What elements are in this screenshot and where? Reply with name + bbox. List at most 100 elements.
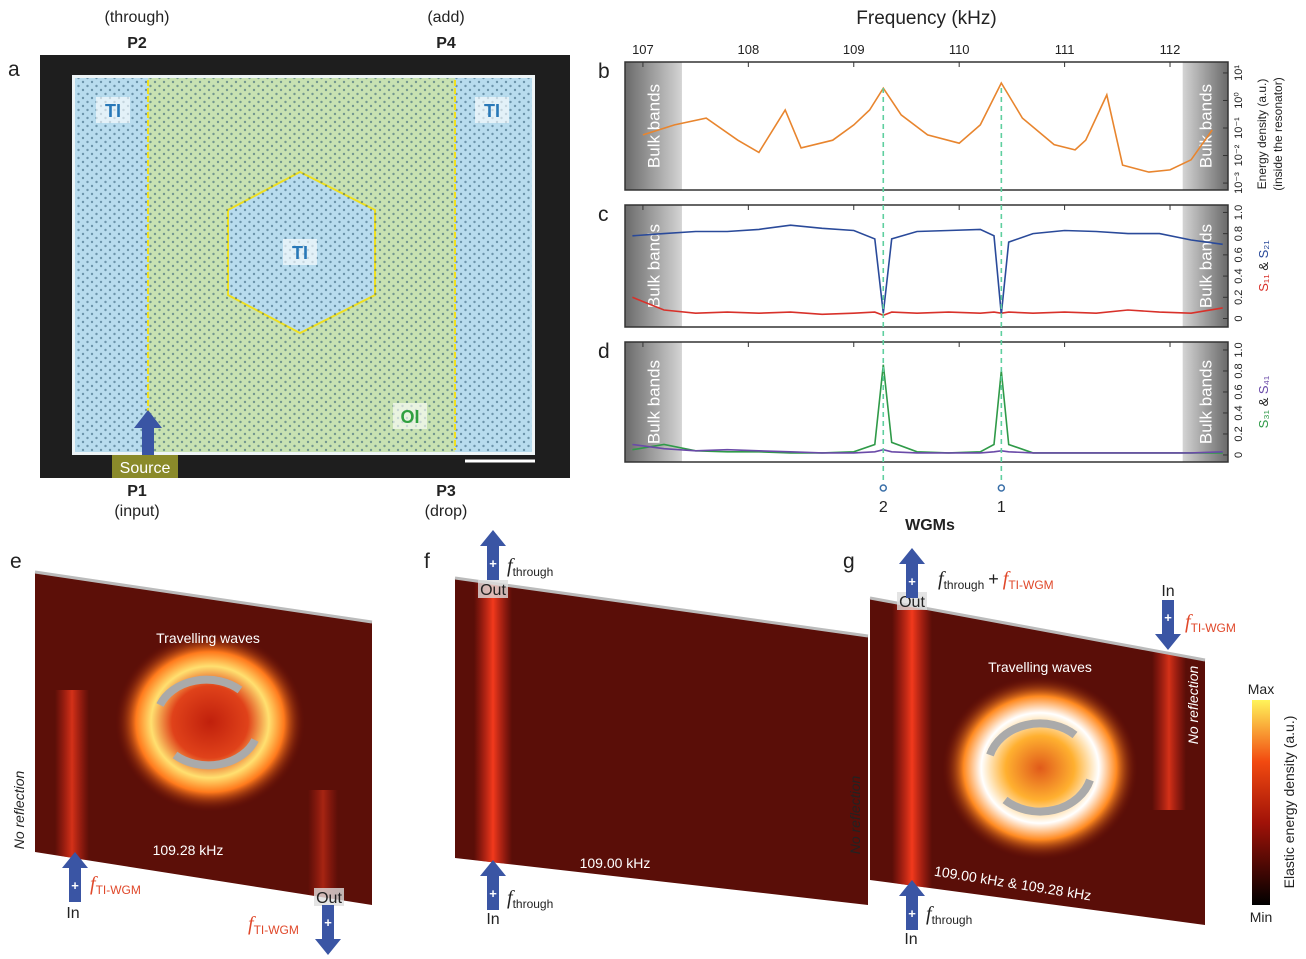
out-label: Out	[316, 890, 342, 907]
x-tick-label: 109	[843, 42, 865, 57]
edge-field	[474, 578, 512, 878]
caption: Travelling waves	[156, 630, 260, 646]
port-arrow	[899, 548, 925, 598]
panel-label: b	[598, 60, 610, 83]
no-reflection: No reflection	[11, 770, 27, 849]
y-tick-label: 10⁰	[1233, 92, 1245, 109]
region-label: TI	[105, 101, 121, 121]
port-name: P2	[127, 35, 147, 52]
legend-entry: S₂₁	[1256, 240, 1271, 259]
output-frequencies: fthrough+fTI-WGM	[938, 568, 1054, 592]
plot-area	[625, 62, 1228, 190]
y-tick-label: 10¹	[1233, 65, 1245, 81]
arrow-sign: +	[908, 574, 916, 589]
y-tick-label: 0.4	[1233, 268, 1245, 283]
panel-label: f	[424, 550, 430, 573]
y-tick-label: 10⁻¹	[1233, 117, 1245, 139]
plus: +	[988, 569, 999, 589]
y-tick-label: 0.8	[1233, 226, 1245, 241]
f-sub: through	[944, 578, 985, 592]
out-label: Out	[480, 582, 506, 599]
heatmap	[450, 570, 875, 910]
in-label: In	[66, 905, 79, 922]
plot-area	[625, 205, 1228, 327]
colorbar-max: Max	[1248, 681, 1274, 697]
legend-entry: S₁₁	[1256, 274, 1271, 292]
in-label: In	[1161, 583, 1174, 600]
port-arrow	[1155, 600, 1181, 650]
f-wgm: fTI-WGM	[248, 913, 299, 937]
f-sub: TI-WGM	[96, 883, 141, 897]
x-tick-label: 112	[1160, 42, 1181, 57]
region-label: TI	[484, 101, 500, 121]
in-label: In	[486, 911, 499, 928]
spectra: WGMs bBulk bandsBulk bands10⁻³10⁻²10⁻¹10…	[598, 8, 1285, 534]
wgm-field	[942, 676, 1138, 860]
x-tick-label: 108	[737, 42, 759, 57]
panel-label: c	[598, 203, 609, 226]
x-tick-label: 110	[949, 42, 970, 57]
y-tick-label: 0.8	[1233, 363, 1245, 378]
y-tick-label: 0	[1233, 452, 1245, 458]
no-reflection: No reflection	[847, 775, 863, 854]
y-tick-label: 0.2	[1233, 426, 1245, 441]
wgm-marker	[998, 485, 1004, 491]
port-role: (input)	[114, 503, 159, 520]
arrow-sign: +	[908, 906, 916, 921]
arrow-sign: +	[489, 556, 497, 571]
bulk-band-label: Bulk bands	[1196, 224, 1215, 308]
y-axis-title: S₃₁ & S₄₁	[1256, 375, 1271, 428]
region-label: TI	[292, 243, 308, 263]
port-arrow	[480, 530, 506, 580]
bulk-band-label: Bulk bands	[644, 84, 663, 168]
f-wgm: fTI-WGM	[90, 873, 141, 897]
f-wgm: fTI-WGM	[1185, 611, 1236, 635]
panel-label: e	[10, 550, 22, 573]
colorbar-min: Min	[1250, 909, 1273, 925]
region-label: OI	[400, 407, 419, 427]
port-name: P3	[436, 483, 456, 500]
port-role: (through)	[105, 9, 170, 26]
bulk-band-label: Bulk bands	[644, 224, 663, 308]
bulk-band-label: Bulk bands	[1196, 360, 1215, 444]
colorbar	[1252, 700, 1270, 905]
port-role: (add)	[427, 9, 464, 26]
edge-field	[892, 598, 932, 888]
f-sub: TI-WGM	[1008, 578, 1053, 592]
edge-field	[1152, 640, 1186, 810]
plot-area	[625, 342, 1228, 462]
panel-a: a TI TI TI OI Source (through) P2 (add) …	[8, 9, 570, 520]
y-tick-label: 10⁻²	[1233, 144, 1245, 166]
y-tick-label: 0	[1233, 315, 1245, 321]
x-tick-label: 107	[632, 42, 654, 57]
panel-label: g	[843, 550, 855, 573]
colorbar-label: Elastic energy density (a.u.)	[1281, 716, 1297, 889]
y-tick-label: 0.6	[1233, 247, 1245, 262]
in-label: In	[904, 931, 917, 948]
frequency-label: 109.28 kHz	[153, 842, 224, 858]
x-axis-title: Frequency (kHz)	[856, 8, 996, 29]
frequency-label: 109.00 kHz	[580, 855, 651, 871]
wgm-marker	[880, 485, 886, 491]
f-through: fthrough	[507, 555, 553, 579]
arrow-sign: +	[1164, 610, 1172, 625]
panel-label: d	[598, 340, 610, 363]
y-axis-title: S₁₁ & S₂₁	[1256, 240, 1271, 292]
bulk-band-label: Bulk bands	[1196, 84, 1215, 168]
port-arrow	[315, 905, 341, 955]
f-through: fthrough	[926, 903, 972, 927]
f-through: fthrough	[507, 887, 553, 911]
arrow-sign: +	[489, 886, 497, 901]
bulk-band-label: Bulk bands	[644, 360, 663, 444]
y-tick-label: 0.6	[1233, 384, 1245, 399]
f-sub: through	[932, 913, 973, 927]
arrow-sign: +	[71, 878, 79, 893]
no-reflection: No reflection	[1185, 665, 1201, 744]
y-tick-label: 1.0	[1233, 205, 1245, 220]
wgm-label: 2	[879, 499, 888, 516]
panel-label: a	[8, 58, 20, 81]
legend-entry: S₄₁	[1256, 375, 1271, 394]
wgm-field	[115, 632, 305, 812]
port-arrow	[899, 880, 925, 930]
arrow-sign: +	[324, 915, 332, 930]
